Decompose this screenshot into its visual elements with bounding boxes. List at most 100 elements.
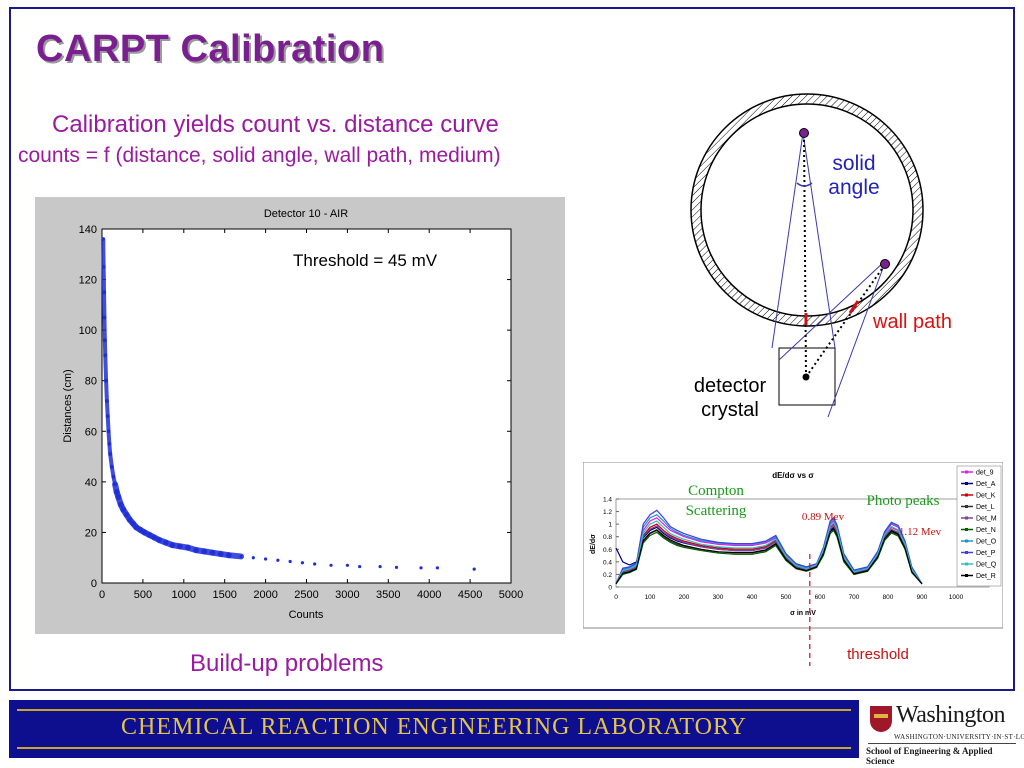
x-tick-label: 3500: [376, 589, 400, 601]
legend-entry: Det_O: [976, 539, 997, 546]
spectrum-y-tick-label: 0.6: [603, 547, 612, 554]
legend-marker: [965, 539, 968, 543]
slide-frame: [9, 7, 1015, 691]
legend-marker: [965, 493, 968, 497]
legend-marker: [965, 562, 968, 566]
spectrum-x-tick-label: 300: [713, 594, 724, 601]
legend-entry: Det_Q: [976, 562, 997, 569]
legend-entry: Det_R: [976, 573, 996, 580]
compton-label-2: Scattering: [686, 503, 747, 519]
spectrum-legend: [956, 465, 1002, 587]
scatter-density-band: [105, 414, 111, 434]
legend-entry: Det_A: [976, 481, 996, 488]
y-tick-label: 40: [85, 477, 97, 489]
spectrum-y-tick-label: 0.2: [603, 572, 612, 579]
scatter-ylabel: Distances (cm): [62, 369, 74, 442]
spectrum-title: dE/dσ vs σ: [772, 471, 814, 480]
scatter-point: [251, 556, 255, 560]
footer-rule-top: [17, 709, 851, 711]
scatter-point: [264, 557, 268, 561]
footer-rule-bottom: [17, 747, 851, 749]
logo-rule: [868, 743, 1016, 744]
solid-angle-ray-left: [771, 132, 804, 349]
y-tick-label: 100: [79, 325, 97, 337]
scatter-point: [435, 566, 439, 570]
x-tick-label: 4000: [417, 589, 441, 601]
spectrum-series-Det_R: [615, 527, 923, 585]
y-tick-label: 120: [79, 275, 97, 287]
university-name: Washington: [896, 702, 1006, 728]
spectrum-y-tick-label: 1.2: [603, 509, 612, 516]
legend-marker: [965, 482, 968, 485]
x-tick-label: 4500: [458, 589, 482, 601]
spectrum-chart: dE/dσ vs σ σ in mV dE/dσ 0 100 200 300 400 50…: [583, 462, 1003, 666]
scatter-point: [313, 562, 317, 566]
university-subtitle: WASHINGTON·UNIVERSITY·IN·ST·LOUIS: [894, 733, 1024, 741]
scatter-density-band: [106, 429, 112, 446]
spectrum-x-tick-label: 500: [781, 594, 792, 601]
legend-entry: Det_N: [976, 527, 996, 534]
slide-title: CARPT Calibration: [36, 28, 385, 70]
scatter-point: [378, 564, 382, 569]
scatter-point: [358, 564, 362, 569]
scatter-point: [276, 558, 280, 562]
x-tick-label: 3000: [335, 589, 359, 601]
spectrum-xlabel: σ in mV: [790, 610, 816, 617]
spectrum-x-tick-label: 900: [917, 594, 928, 601]
subtitle-counts-formula: counts = f (distance, solid angle, wall …: [18, 144, 501, 167]
compton-label-1: Compton: [688, 483, 744, 499]
legend-marker: [965, 551, 968, 554]
scatter-point: [300, 561, 305, 565]
detector-geometry-diagram: solid angle wall path detector crystal: [690, 93, 952, 421]
tracer-particle-top: [799, 128, 809, 138]
threshold-label: threshold: [847, 646, 909, 663]
build-up-problems-caption: Build-up problems: [190, 650, 384, 677]
spectrum-y-tick-label: 0: [608, 585, 612, 592]
scatter-point: [288, 559, 292, 564]
spectrum-ylabel: dE/dσ: [590, 534, 597, 554]
x-tick-label: 500: [134, 589, 152, 601]
peak1-label: 0.89 Mev: [802, 511, 845, 523]
spectrum-y-tick-label: 0.8: [603, 534, 612, 541]
detector-label-2: crystal: [701, 399, 759, 421]
solid-angle-arc: [796, 182, 813, 187]
legend-entry: Det_L: [976, 504, 995, 511]
x-tick-label: 2000: [253, 589, 277, 601]
scatter-density-band: [104, 398, 110, 419]
wall-crossing-diagonal: [848, 300, 860, 314]
scatter-point: [472, 567, 476, 571]
legend-marker: [965, 528, 968, 531]
spectrum-x-tick-label: 100: [645, 594, 656, 601]
legend-entry: Det_K: [976, 493, 996, 500]
scatter-point: [419, 566, 423, 570]
lab-name: CHEMICAL REACTION ENGINEERING LABORATORY: [121, 714, 747, 740]
x-tick-label: 2500: [294, 589, 318, 601]
scatter-density-band: [104, 378, 109, 403]
scatter-title: Detector 10 - AIR: [264, 208, 348, 220]
wall-ray-left: [778, 259, 887, 361]
y-tick-label: 0: [91, 578, 97, 590]
legend-marker: [965, 470, 968, 474]
threshold-annotation: Threshold = 45 mV: [293, 251, 438, 270]
calibration-scatter-chart: Detector 10 - AIR Counts Distances (cm) …: [35, 197, 565, 634]
wall-path-label: wall path: [872, 311, 952, 333]
y-tick-label: 80: [85, 376, 97, 388]
school-name: School of Engineering & Applied Science: [866, 746, 993, 766]
solid-angle-label-2: angle: [828, 176, 879, 199]
plot-area: [101, 228, 512, 584]
scatter-xlabel: Counts: [289, 609, 324, 621]
spectrum-series-Det_Q: [615, 520, 923, 585]
legend-entry: Det_M: [976, 516, 997, 523]
scatter-density-band: [108, 452, 114, 469]
tracer-particle-right: [880, 259, 890, 269]
spectrum-series-Det_P: [615, 509, 923, 585]
legend-entry: det_9: [976, 470, 994, 477]
legend-marker: [965, 505, 968, 508]
spectrum-y-tick-label: 0.4: [603, 559, 612, 566]
scatter-point: [345, 563, 349, 567]
y-tick-label: 20: [85, 527, 97, 539]
x-tick-label: 5000: [499, 589, 523, 601]
spectrum-x-tick-label: 400: [747, 594, 758, 601]
spectrum-x-tick-label: 1000: [949, 594, 964, 601]
scatter-point: [329, 563, 333, 567]
